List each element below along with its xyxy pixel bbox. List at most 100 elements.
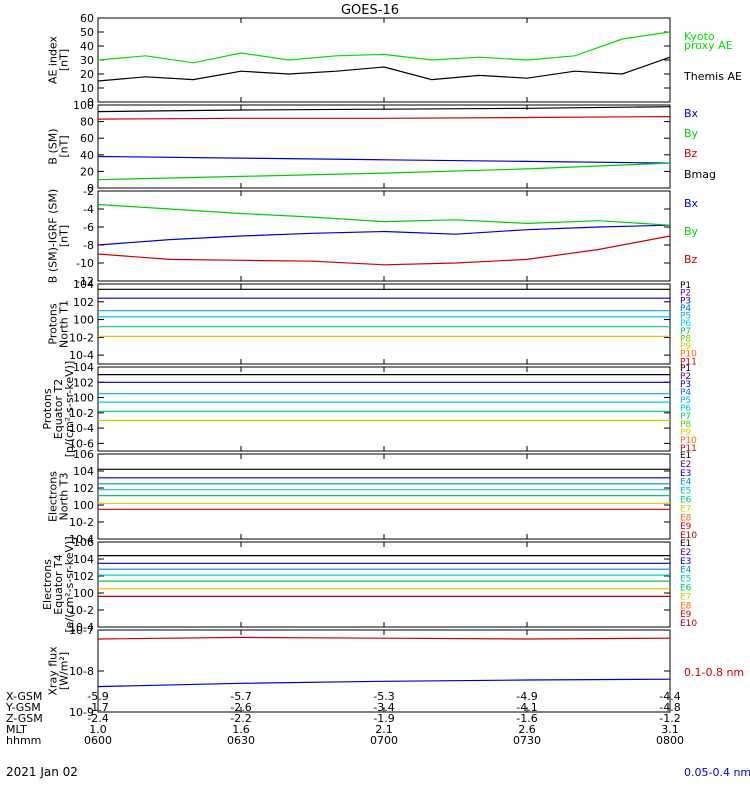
y-axis-title: [nT]: [58, 135, 71, 157]
legend-label: P5: [680, 312, 691, 322]
legend-label: Kyoto: [684, 30, 715, 43]
legend-label: 0.05-0.4 nm: [684, 766, 750, 779]
plot-title: GOES-16: [341, 3, 399, 18]
y-tick-label: 10-6: [69, 437, 94, 450]
y-tick-label: 20: [80, 165, 94, 178]
series-line-bx: [97, 224, 671, 246]
y-tick-label: 0: [87, 96, 94, 109]
y-tick-label: 20: [80, 68, 94, 81]
y-tick-label: 102: [73, 376, 94, 389]
y-axis-title: Electrons: [47, 471, 60, 522]
footer-group: X-GSM -5.9 -5.7 -5.3 -4.9 -4.4 Y-GSM -1.7 -2.6 -3…: [5, 690, 684, 747]
y-axis-title: [p/(cm²-s-sr-keV)]: [63, 361, 76, 458]
legend-label: E1: [680, 539, 691, 549]
panel-frame: [97, 283, 671, 365]
legend-label: 0.1-0.8 nm: [684, 666, 744, 679]
legend-label: P6: [680, 319, 691, 329]
panel-bigrf: -12 -10 -8 -6 -4 -2 B (SM)-IGRF (SM)[nT] Bx By Bz: [47, 185, 699, 288]
legend-label: E2: [680, 548, 691, 558]
legend-label: P8: [680, 334, 691, 344]
legend-label: E5: [680, 487, 691, 497]
legend-label: E6: [680, 496, 692, 506]
y-tick-label: 80: [80, 116, 94, 129]
date-label: 2021 Jan 02: [6, 765, 78, 779]
y-axis-title: AE index: [47, 35, 60, 84]
legend-label: P11: [680, 357, 697, 367]
legend-label: E8: [680, 601, 692, 611]
legend-label: P8: [680, 420, 691, 430]
y-tick-label: 10-4: [69, 621, 94, 634]
legend-label: E6: [680, 584, 692, 594]
ephemeris-value: 2.1: [375, 723, 393, 736]
panel-bsm: 0 20 40 60 80 100 B (SM)[nT] Bx By Bz Bmag: [47, 99, 717, 195]
ephemeris-row-label: Z-GSM: [6, 712, 43, 725]
legend-label: Bmag: [684, 168, 716, 181]
ephemeris-value: -4.8: [659, 701, 680, 714]
ephemeris-value: -1.2: [659, 712, 680, 725]
y-axis-title: Equator T4: [52, 554, 65, 614]
ephemeris-value: -2.4: [87, 712, 108, 725]
legend-label: E9: [680, 522, 692, 532]
y-axis-title: Equator T2: [52, 379, 65, 439]
legend-label: By: [684, 127, 699, 140]
ephemeris-value: -2.6: [230, 701, 251, 714]
y-tick-label: 104: [73, 361, 94, 374]
legend-label: E7: [680, 592, 691, 602]
series-line-by: [97, 162, 671, 181]
y-tick-label: 100: [73, 314, 94, 327]
ephemeris-value: -4.1: [516, 701, 537, 714]
y-tick-label: -12: [76, 275, 94, 288]
y-axis-title: [W/m²]: [58, 652, 71, 690]
legend-label: P2: [680, 372, 691, 382]
y-tick-label: 106: [73, 448, 94, 461]
series-line-kyoto-proxy-ae: [97, 31, 671, 64]
y-tick-label: 10-4: [69, 349, 94, 362]
legend-label: P1: [680, 364, 691, 374]
legend-label: Bz: [684, 253, 698, 266]
ephemeris-value: 0600: [84, 734, 112, 747]
series-line-bz: [97, 116, 671, 120]
y-tick-label: 104: [73, 553, 94, 566]
ephemeris-value: -4.4: [659, 690, 680, 703]
y-tick-label: 10-2: [69, 604, 94, 617]
ephemeris-row-label: Y-GSM: [5, 701, 41, 714]
panel-frame: [97, 453, 671, 540]
ephemeris-value: -2.2: [230, 712, 251, 725]
legend-label: E4: [680, 566, 692, 576]
legend-label: Bz: [684, 147, 698, 160]
panel-frame: [97, 541, 671, 628]
ephemeris-value: 3.1: [661, 723, 679, 736]
y-tick-label: 10-4: [69, 533, 94, 546]
legend-label: P1: [680, 281, 691, 291]
legend-label: E1: [680, 451, 691, 461]
legend-label: P11: [680, 444, 697, 454]
legend-label: P5: [680, 396, 691, 406]
legend-label: Themis AE: [683, 70, 742, 83]
y-axis-title: Protons: [47, 303, 60, 344]
y-axis-title: [nT]: [58, 225, 71, 247]
legend-label: P6: [680, 404, 691, 414]
y-tick-label: 10-2: [69, 331, 94, 344]
y-tick-label: -6: [83, 221, 94, 234]
series-line-bx: [97, 155, 671, 164]
series-line-bz: [97, 235, 671, 266]
y-tick-label: 60: [80, 132, 94, 145]
legend-label: E7: [680, 504, 691, 514]
y-tick-label: 30: [80, 54, 94, 67]
y-tick-label: 106: [73, 536, 94, 549]
y-tick-label: 10-8: [69, 665, 94, 678]
ephemeris-value: 1.6: [232, 723, 250, 736]
y-tick-label: 10-7: [69, 624, 94, 637]
ephemeris-value: -1.7: [87, 701, 108, 714]
ephemeris-value: -3.4: [373, 701, 394, 714]
y-tick-label: 104: [73, 278, 94, 291]
y-axis-title: [nT]: [58, 49, 71, 71]
legend-label: Bx: [684, 107, 699, 120]
legend-label: P2: [680, 289, 691, 299]
y-tick-label: 102: [73, 482, 94, 495]
y-axis-title: Protons: [41, 388, 54, 429]
y-tick-label: -2: [83, 185, 94, 198]
